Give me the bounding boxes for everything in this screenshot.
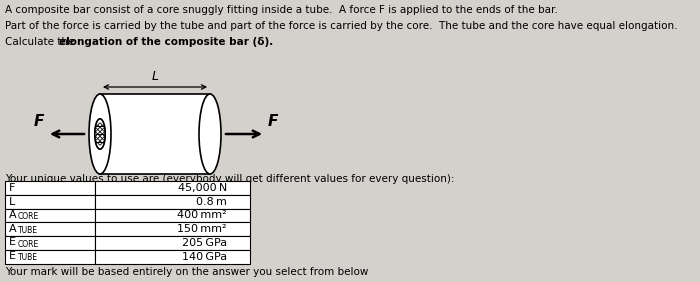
Text: F: F [9,183,15,193]
Text: A: A [9,224,17,233]
Text: 205 GPa: 205 GPa [181,238,227,248]
Text: F: F [268,114,278,129]
Bar [95,181,250,195]
Bar [95,195,250,209]
Text: 0.8 m: 0.8 m [196,197,227,207]
Text: elongation of the composite bar (δ).: elongation of the composite bar (δ). [59,37,273,47]
Bar [95,209,250,222]
Text: Your unique values to use are (everybody will get different values for every que: Your unique values to use are (everybody… [5,174,454,184]
Text: F: F [34,114,44,129]
Ellipse shape [89,94,111,174]
Text: L: L [151,69,158,83]
Text: 140 GPa: 140 GPa [181,252,227,262]
Bar [5,250,95,264]
Bar [5,209,95,222]
Text: TUBE: TUBE [18,254,38,262]
Text: 400 mm²: 400 mm² [177,210,227,221]
Bar [5,222,95,236]
Text: CORE: CORE [18,240,39,249]
Bar [5,236,95,250]
Bar [5,195,95,209]
Text: E: E [9,251,16,261]
Text: A composite bar consist of a core snuggly fitting inside a tube.  A force F is a: A composite bar consist of a core snuggl… [5,5,558,15]
Text: A: A [9,210,17,220]
Text: E: E [9,237,16,247]
Text: CORE: CORE [18,212,39,221]
Text: L: L [9,197,15,207]
Bar [95,236,250,250]
Bar [95,250,250,264]
Text: Your mark will be based entirely on the answer you select from below: Your mark will be based entirely on the … [5,267,368,277]
Text: 45,000 N: 45,000 N [178,183,227,193]
Text: Part of the force is carried by the tube and part of the force is carried by the: Part of the force is carried by the tube… [5,21,678,31]
Ellipse shape [94,119,105,149]
Ellipse shape [199,94,221,174]
Text: Calculate the: Calculate the [5,37,78,47]
Bar [100,94,210,174]
Text: TUBE: TUBE [18,226,38,235]
Text: 150 mm²: 150 mm² [177,224,227,234]
Bar [95,222,250,236]
Bar [5,181,95,195]
